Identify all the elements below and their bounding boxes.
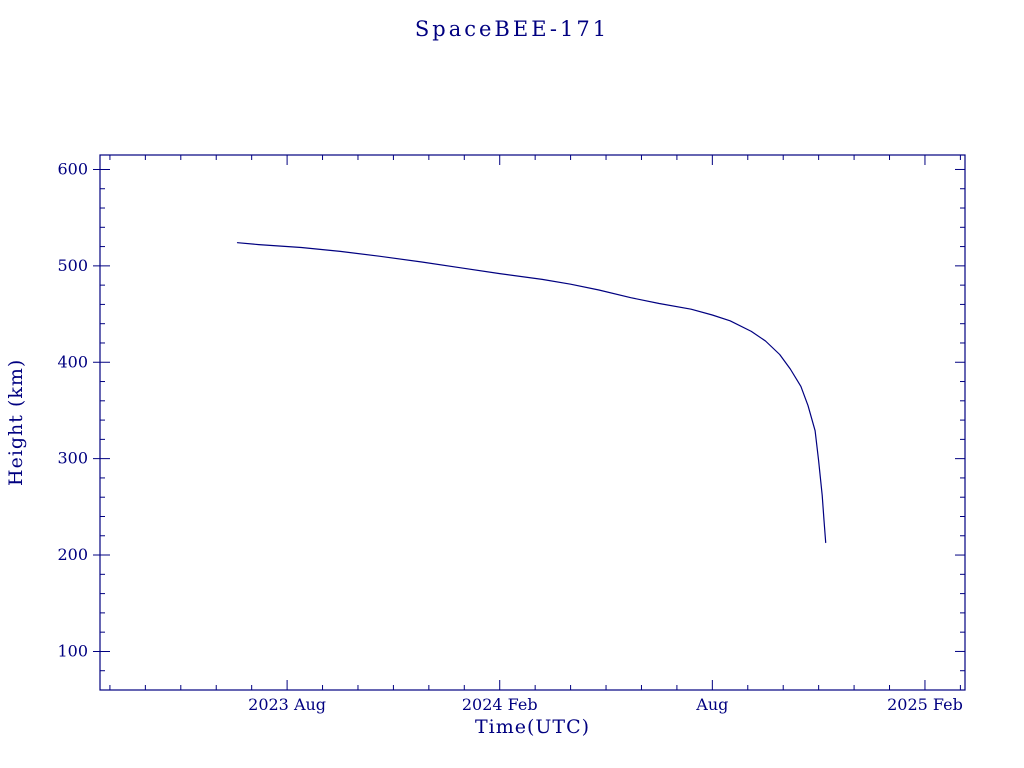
plot-frame bbox=[99, 154, 966, 691]
y-tick-label: 100 bbox=[57, 641, 88, 660]
x-axis-label: Time(UTC) bbox=[474, 716, 591, 738]
x-tick-label: 2025 Feb bbox=[887, 695, 963, 714]
x-tick-label: 2024 Feb bbox=[462, 695, 538, 714]
y-tick-label: 500 bbox=[57, 256, 88, 275]
x-tick-label: 2023 Aug bbox=[248, 695, 326, 714]
x-tick-label: Aug bbox=[695, 695, 728, 714]
y-tick-label: 200 bbox=[57, 545, 88, 564]
data-line-orbital-height bbox=[236, 242, 827, 544]
y-tick-label: 400 bbox=[57, 352, 88, 371]
y-tick-label: 600 bbox=[57, 159, 88, 178]
y-tick-label: 300 bbox=[57, 449, 88, 468]
chart-title: SpaceBEE-171 bbox=[414, 17, 610, 41]
